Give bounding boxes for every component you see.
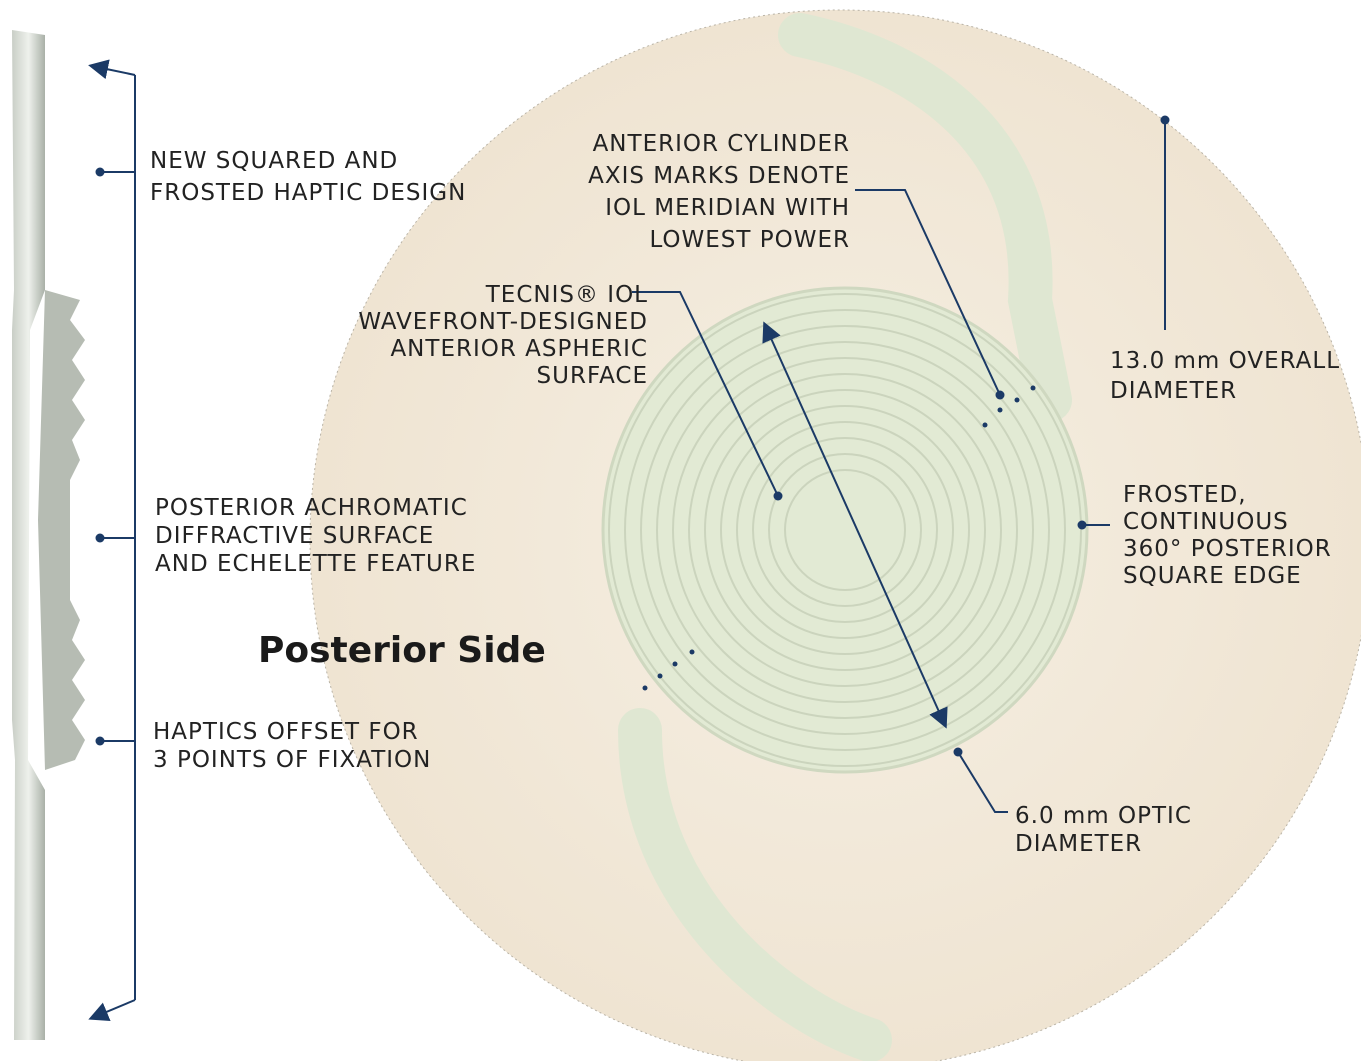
label-line: 6.0 mm OPTIC (1015, 803, 1192, 829)
label-line: ANTERIOR ASPHERIC (390, 336, 648, 362)
label-line: SQUARE EDGE (1123, 563, 1302, 589)
label-line: WAVEFRONT-DESIGNED (358, 309, 648, 335)
label-line: FROSTED, (1123, 482, 1247, 508)
label-line: SURFACE (537, 363, 648, 389)
label-line: IOL MERIDIAN WITH (605, 195, 850, 221)
label-line: POSTERIOR ACHROMATIC (155, 495, 468, 521)
label-line: DIAMETER (1015, 831, 1142, 857)
label-line: DIFFRACTIVE SURFACE (155, 523, 434, 549)
label-line: LOWEST POWER (649, 227, 850, 253)
label-line: CONTINUOUS (1123, 509, 1289, 535)
label-line: HAPTICS OFFSET FOR (153, 719, 419, 745)
label-line: DIAMETER (1110, 378, 1237, 404)
diagram: Posterior Side NEW SQUARED AND FROSTED HA… (0, 0, 1361, 1061)
optic (603, 288, 1087, 772)
label-line: 360° POSTERIOR (1123, 536, 1332, 562)
label-line: TECNIS® IOL (485, 282, 648, 308)
label-line: AND ECHELETTE FEATURE (155, 551, 476, 577)
label-line: 13.0 mm OVERALL (1110, 348, 1340, 374)
side-title: Posterior Side (258, 630, 546, 671)
label-line: AXIS MARKS DENOTE (588, 163, 850, 189)
label-line: ANTERIOR CYLINDER (593, 131, 850, 157)
label-line: 3 POINTS OF FIXATION (153, 747, 431, 773)
label-line: FROSTED HAPTIC DESIGN (150, 180, 466, 206)
side-profile (12, 30, 85, 1040)
callout-label: NEW SQUARED AND FROSTED HAPTIC DESIGN (150, 148, 466, 206)
label-line: NEW SQUARED AND (150, 148, 398, 174)
